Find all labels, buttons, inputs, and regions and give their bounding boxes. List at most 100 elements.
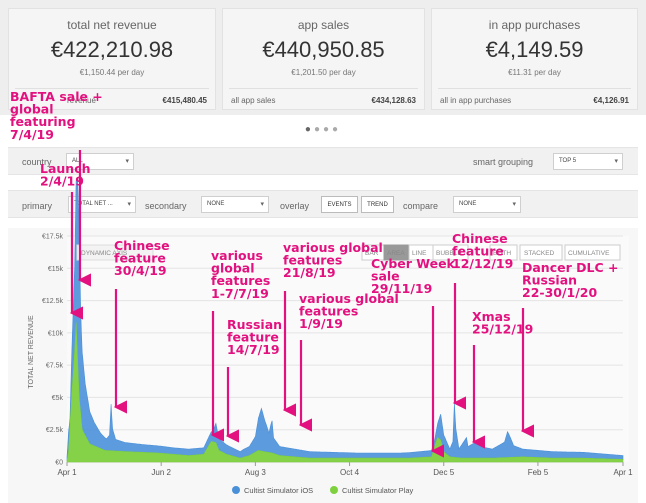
chevron-down-icon: ▾ xyxy=(260,201,264,208)
card-value: €422,210.98 xyxy=(50,37,174,62)
legend-swatch-ios xyxy=(232,486,240,494)
line-button[interactable]: LINE xyxy=(412,250,427,257)
annotation-label-cyber: sale xyxy=(371,269,400,284)
annotation-label-various3: various global xyxy=(299,291,399,306)
secondary-label: secondary xyxy=(145,201,187,211)
chart-series xyxy=(66,176,624,463)
chevron-down-icon: ▾ xyxy=(127,201,131,208)
events-button[interactable]: EVENTS xyxy=(321,196,358,213)
country-label: country xyxy=(22,157,52,167)
card-title: in app purchases xyxy=(488,18,581,32)
chart-grid xyxy=(67,235,623,463)
page-dot[interactable]: ● xyxy=(332,124,342,135)
annotation-label-dancer: 22-30/1/20 xyxy=(522,285,598,300)
y-tick-label: €7.5k xyxy=(46,363,64,370)
series-area-play xyxy=(66,322,624,463)
card-footer-value: €4,126.91 xyxy=(593,96,629,105)
legend-label-ios[interactable]: Cultist Simulator iOS xyxy=(244,486,313,495)
card-divider xyxy=(15,88,209,89)
annotation-label-bafta: BAFTA sale + xyxy=(10,89,103,104)
y-tick-label: €0 xyxy=(55,460,63,467)
annotation-label-chinese2: feature xyxy=(452,244,504,259)
dynamic-axis-toggle[interactable]: DYNAMIC AXIS xyxy=(81,250,128,257)
card-title: app sales xyxy=(297,18,350,32)
chart-legend: Cultist Simulator iOS Cultist Simulator … xyxy=(232,486,414,495)
annotation-label-bafta: global xyxy=(10,102,54,117)
y-axis-label: TOTAL NET REVENUE xyxy=(28,315,35,389)
compare-select-value: NONE xyxy=(459,201,477,207)
stacked-button[interactable]: STACKED xyxy=(524,250,555,257)
card-per-day: €1,150.44 per day xyxy=(79,68,145,77)
y-axis-ticks: €0 €2.5k €5k €7.5k €10k €12.5k €15k €17.5k xyxy=(42,234,64,467)
annotation-label-various1: features xyxy=(211,273,270,288)
annotation-label-xmas: 25/12/19 xyxy=(472,322,533,337)
compare-select[interactable]: NONE ▾ xyxy=(453,196,521,213)
bubble-button-bg[interactable] xyxy=(432,244,469,261)
card-per-day: €11.31 per day xyxy=(508,68,561,77)
card-value: €440,950.85 xyxy=(262,37,385,62)
annotation-label-various1: 1-7/7/19 xyxy=(211,286,269,301)
annotation-label-various2: features xyxy=(283,253,342,268)
annotation-label-chinese1: 30/4/19 xyxy=(114,263,167,278)
compare-label: compare xyxy=(403,201,439,211)
y-tick-label: €17.5k xyxy=(42,234,64,241)
annotation-label-various1: various xyxy=(211,248,263,263)
country-select[interactable]: ALL ▾ xyxy=(66,153,134,170)
cumulative-button-bg[interactable] xyxy=(564,244,621,261)
annotation-label-various2: 21/8/19 xyxy=(283,265,336,280)
annotation-label-dancer: Russian xyxy=(522,273,577,288)
legend-label-play[interactable]: Cultist Simulator Play xyxy=(342,486,414,495)
chevron-down-icon: ▾ xyxy=(512,201,516,208)
annotation-label-chinese2: Chinese xyxy=(452,231,508,246)
page-dot[interactable]: ● xyxy=(323,124,333,135)
event-annotations: BAFTA sale +globalfeaturing7/4/19Launch2… xyxy=(10,89,618,458)
x-tick-label: Jun 2 xyxy=(151,468,171,477)
card-footer-value: €434,128.63 xyxy=(371,96,417,105)
y-tick-label: €10k xyxy=(48,330,64,337)
both-button-bg[interactable] xyxy=(489,244,518,261)
bubble-button[interactable]: BUBBLE xyxy=(436,250,462,257)
x-tick-label: Aug 3 xyxy=(245,468,266,477)
annotation-label-various2: various global xyxy=(283,240,383,255)
annotation-label-russian: feature xyxy=(227,330,279,345)
cumulative-button[interactable]: CUMULATIVE xyxy=(568,250,610,257)
bar-button[interactable]: BAR xyxy=(365,250,379,257)
card-footer-label: all in app purchases xyxy=(440,96,512,105)
annotation-label-dancer: Dancer DLC + xyxy=(522,260,618,275)
card-total-net-revenue[interactable]: total net revenue €422,210.98 €1,150.44 … xyxy=(8,8,216,110)
annotation-label-launch: Launch xyxy=(40,161,91,176)
primary-select[interactable]: TOTAL NET ... ▾ xyxy=(68,196,136,213)
x-tick-label: Feb 5 xyxy=(528,468,549,477)
area-button[interactable]: AREA xyxy=(387,250,405,257)
filter-bar-country: country ALL ▾ smart grouping TOP 5 ▾ xyxy=(8,147,638,175)
both-button[interactable]: BOTH xyxy=(493,250,511,257)
card-title: total net revenue xyxy=(67,18,157,32)
chevron-down-icon: ▾ xyxy=(614,158,618,165)
card-app-sales[interactable]: app sales €440,950.85 €1,201.50 per day … xyxy=(222,8,425,110)
primary-select-value: TOTAL NET ... xyxy=(74,201,113,207)
x-tick-label: Dec 5 xyxy=(433,468,454,477)
annotation-label-chinese1: feature xyxy=(114,251,166,266)
annotation-label-cyber: 29/11/19 xyxy=(371,281,432,296)
carousel-pagination[interactable]: ●●●● xyxy=(0,124,646,135)
trend-button[interactable]: TREND xyxy=(361,196,394,213)
annotation-label-russian: Russian xyxy=(227,317,282,332)
annotation-label-cyber: Cyber Week xyxy=(371,256,456,271)
annotation-label-bafta: 7/4/19 xyxy=(10,127,54,142)
dynamic-axis-toggle-bg[interactable] xyxy=(76,244,154,261)
card-footer-label: all app sales xyxy=(231,96,276,105)
smart-grouping-select[interactable]: TOP 5 ▾ xyxy=(553,153,623,170)
annotation-label-various3: features xyxy=(299,304,358,319)
annotation-label-russian: 14/7/19 xyxy=(227,342,280,357)
annotation-label-launch: 2/4/19 xyxy=(40,174,84,189)
secondary-select[interactable]: NONE ▾ xyxy=(201,196,269,213)
stacked-button-bg[interactable] xyxy=(519,244,563,261)
card-value: €4,149.59 xyxy=(485,37,584,62)
chart-controls: DYNAMIC AXIS BAR AREA LINE BUBBLE BOTH S… xyxy=(76,244,621,261)
page-dot-active[interactable]: ● xyxy=(304,124,314,135)
page-dot[interactable]: ● xyxy=(313,124,323,135)
card-in-app-purchases[interactable]: in app purchases €4,149.59 €11.31 per da… xyxy=(431,8,638,110)
card-footer-label: revenue xyxy=(67,96,96,105)
filter-bar-metrics: primary TOTAL NET ... ▾ secondary NONE ▾ o… xyxy=(8,190,638,218)
primary-label: primary xyxy=(22,201,53,211)
